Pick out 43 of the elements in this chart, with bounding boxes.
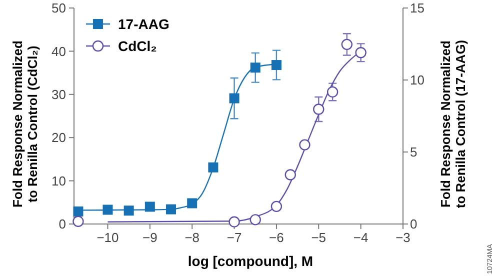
point [102,204,113,215]
x-tick-label: −9 [142,230,158,245]
point [187,198,198,208]
y2-tick-label: 0 [410,216,418,232]
point [271,60,282,70]
point [166,204,176,214]
legend-label: 17-AAG [118,16,170,32]
point [144,202,155,212]
point [299,139,310,150]
point [250,62,260,73]
point [72,216,84,228]
point [284,169,296,180]
point [313,104,324,115]
x-tick-label: −3 [396,230,410,245]
x-tick-label: −4 [353,230,368,245]
x-tick-label: −7 [226,230,242,245]
y-tick-label: 20 [52,130,66,146]
x-axis-title: log [compound], M [188,253,314,269]
y-tick-label: 0 [58,216,66,232]
point [208,162,218,172]
y-tick-label: 50 [52,0,66,16]
point [326,86,338,98]
point [341,38,352,50]
point [228,216,240,228]
point [229,93,240,104]
point [270,200,282,212]
y-tick-label: 30 [52,86,66,102]
point [73,206,84,216]
y2-tick-label: 10 [410,72,424,88]
legend-label: CdCl₂ [118,38,157,54]
point [355,47,366,58]
x-tick-label: −5 [311,230,326,245]
y-tick-label: 10 [52,173,66,188]
y2-tick-label: 15 [410,0,424,16]
point [250,214,261,226]
x-tick-label: −8 [184,230,200,245]
y2-tick-label: 5 [410,144,418,160]
point [124,206,134,216]
x-tick-label: −10 [96,230,119,245]
x-tick-label: −6 [269,230,284,245]
y-axis-title: Fold Response Normalized to Renilla Control (CdCl₂) [10,40,40,208]
y-tick-label: 40 [52,44,66,59]
y2-axis-title: Fold Response Normalized to Renilla Control (17-AAG) [438,40,468,208]
